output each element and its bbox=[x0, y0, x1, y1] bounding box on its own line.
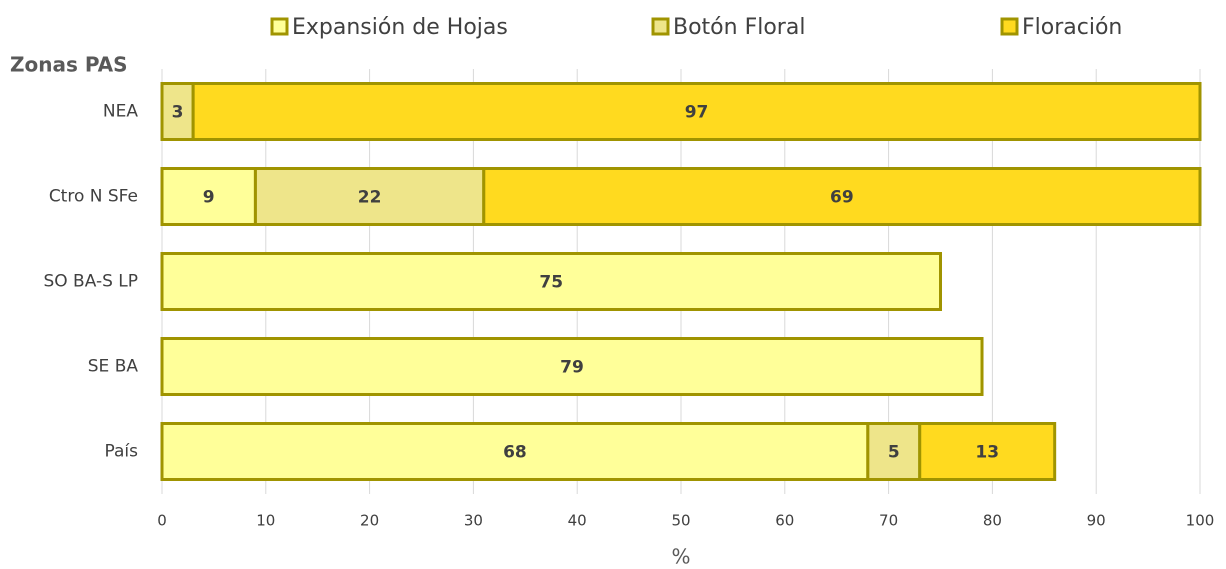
legend-label: Expansión de Hojas bbox=[292, 15, 508, 40]
x-tick-label: 0 bbox=[157, 512, 167, 530]
x-tick-label: 100 bbox=[1186, 512, 1215, 530]
bar-segment bbox=[918, 422, 1057, 481]
x-tick-label: 90 bbox=[1087, 512, 1106, 530]
data-label: 79 bbox=[560, 358, 584, 378]
data-label: 69 bbox=[830, 188, 854, 208]
y-tick-label: SE BA bbox=[88, 357, 139, 377]
data-label: 9 bbox=[203, 188, 215, 208]
data-label: 97 bbox=[685, 103, 709, 123]
data-label: 3 bbox=[172, 103, 184, 123]
legend-swatch bbox=[270, 17, 289, 36]
data-label: 5 bbox=[888, 443, 900, 463]
bar-segment bbox=[160, 82, 195, 141]
bar-segment bbox=[482, 167, 1202, 226]
data-label: 68 bbox=[503, 443, 527, 463]
y-tick-label: SO BA-S LP bbox=[43, 272, 138, 292]
x-tick-label: 20 bbox=[360, 512, 379, 530]
bar-segment bbox=[191, 82, 1202, 141]
x-tick-label: 40 bbox=[568, 512, 587, 530]
y-axis-title: Zonas PAS bbox=[10, 53, 128, 77]
y-tick-label: NEA bbox=[103, 102, 138, 122]
x-tick-label: 30 bbox=[464, 512, 483, 530]
data-label: 13 bbox=[975, 443, 999, 463]
bar-segment bbox=[253, 167, 486, 226]
legend-swatch bbox=[1000, 17, 1019, 36]
data-label: 22 bbox=[358, 188, 382, 208]
x-tick-label: 10 bbox=[256, 512, 275, 530]
x-tick-label: 60 bbox=[775, 512, 794, 530]
x-tick-label: 50 bbox=[671, 512, 690, 530]
bar-segment bbox=[160, 252, 942, 311]
y-tick-label: País bbox=[105, 442, 139, 462]
legend-label: Floración bbox=[1022, 15, 1122, 40]
data-label: 75 bbox=[539, 273, 563, 293]
bar-segment bbox=[866, 422, 922, 481]
x-tick-label: 80 bbox=[983, 512, 1002, 530]
y-tick-label: Ctro N SFe bbox=[49, 187, 138, 207]
legend-swatch bbox=[651, 17, 670, 36]
bar-segment bbox=[160, 337, 984, 396]
x-axis-label: % bbox=[671, 545, 690, 569]
legend-label: Botón Floral bbox=[673, 15, 805, 40]
x-tick-label: 70 bbox=[879, 512, 898, 530]
